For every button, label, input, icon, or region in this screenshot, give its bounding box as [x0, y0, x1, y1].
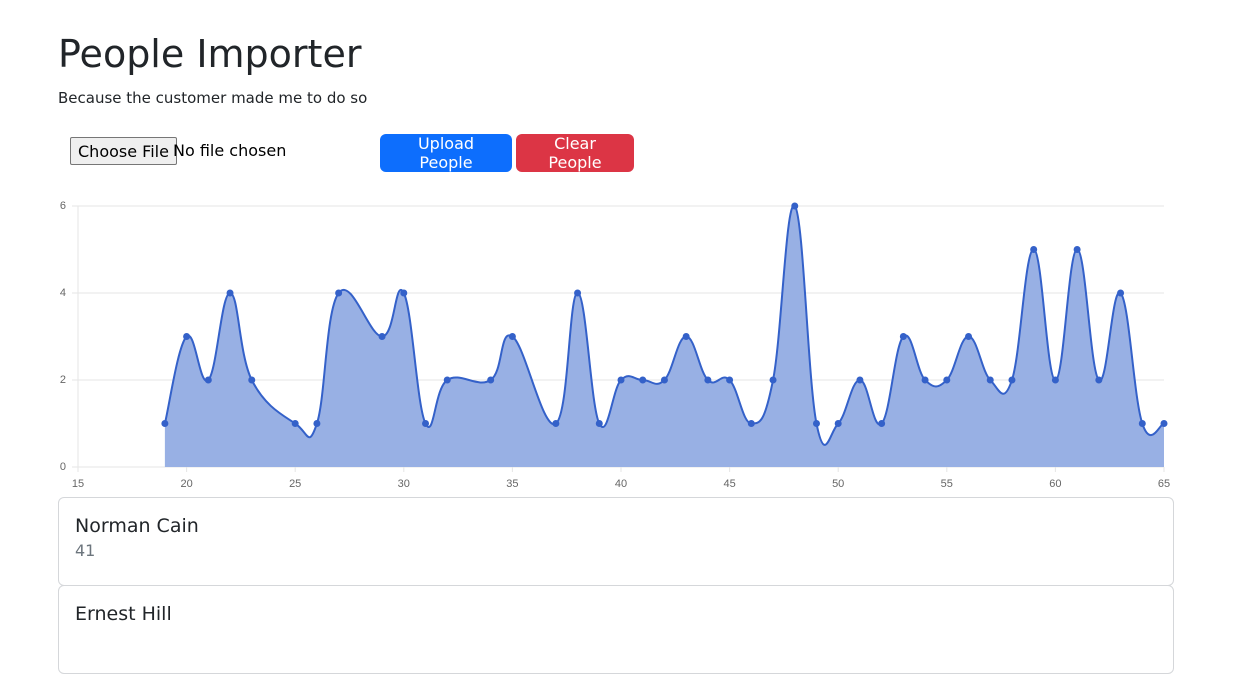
point [422, 420, 430, 427]
point [726, 376, 734, 384]
x-tick-label: 60 [1049, 478, 1061, 490]
file-status: No file chosen [173, 141, 287, 160]
person-card: Norman Cain 41 [58, 497, 1174, 586]
point [747, 420, 755, 427]
y-tick-label: 4 [60, 287, 66, 299]
y-tick-label: 2 [60, 374, 66, 386]
point [660, 376, 668, 384]
point [682, 333, 690, 340]
point [443, 376, 451, 384]
point [769, 376, 777, 384]
point [552, 420, 560, 427]
point [1051, 376, 1059, 384]
point [487, 376, 495, 384]
point [856, 376, 864, 384]
point [1160, 420, 1168, 427]
point [812, 420, 820, 427]
point [595, 420, 603, 427]
clear-button[interactable]: Clear People [516, 134, 634, 172]
point [226, 289, 234, 297]
point [1095, 376, 1103, 384]
y-tick-label: 0 [60, 461, 66, 473]
person-name: Ernest Hill [75, 603, 172, 625]
x-tick-label: 45 [723, 478, 735, 490]
point [161, 420, 169, 427]
point [986, 376, 994, 384]
point [183, 333, 191, 340]
point [335, 289, 343, 297]
point [1117, 289, 1125, 297]
x-tick-label: 65 [1158, 478, 1170, 490]
x-tick-label: 25 [289, 478, 301, 490]
point [574, 289, 582, 297]
x-tick-label: 35 [506, 478, 518, 490]
area-fill [164, 205, 1164, 467]
x-tick-label: 40 [615, 478, 627, 490]
point [378, 333, 386, 340]
point [1030, 246, 1038, 253]
point [1008, 376, 1016, 384]
x-tick-label: 55 [941, 478, 953, 490]
point [1073, 246, 1081, 253]
point [943, 376, 951, 384]
upload-button[interactable]: Upload People [380, 134, 512, 172]
point [921, 376, 929, 384]
chart: 0 2 4 6 15 20 25 30 35 40 45 50 55 60 65 [60, 200, 1170, 490]
subtitle: Because the customer made me to do so [58, 89, 368, 107]
x-tick-label: 15 [72, 478, 84, 490]
point [704, 376, 712, 384]
point [899, 333, 907, 340]
point [791, 202, 799, 210]
choose-file-button[interactable]: Choose File [70, 137, 177, 165]
x-tick-label: 30 [398, 478, 410, 490]
page: {"header":{"title":"People Importer","su… [58, 32, 1174, 674]
point [291, 420, 299, 427]
person-card: Ernest Hill [58, 585, 1174, 674]
point [617, 376, 625, 384]
point [400, 289, 408, 297]
point [313, 420, 321, 427]
person-age: 41 [75, 541, 96, 560]
x-tick-label: 50 [832, 478, 844, 490]
point [508, 333, 516, 340]
point [1138, 420, 1146, 427]
point [248, 376, 256, 384]
person-name: Norman Cain [75, 515, 199, 537]
point [834, 420, 842, 427]
point [965, 333, 973, 340]
page-title: People Importer [58, 32, 362, 76]
point [878, 420, 886, 427]
point [204, 376, 212, 384]
y-tick-label: 6 [60, 200, 66, 212]
x-tick-label: 20 [180, 478, 192, 490]
point [639, 376, 647, 384]
